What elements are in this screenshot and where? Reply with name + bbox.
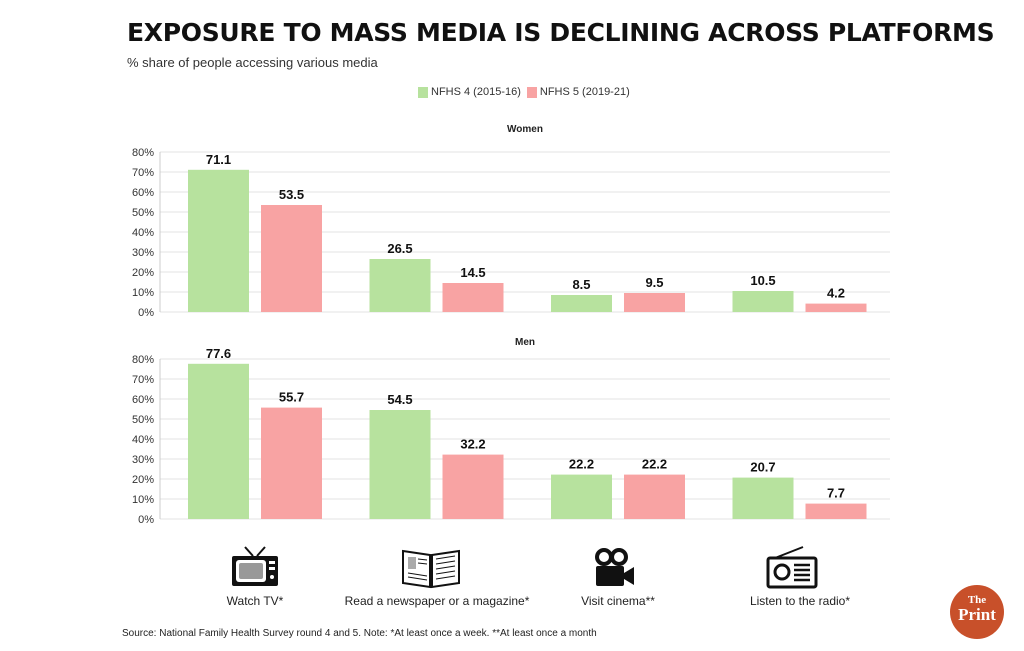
y-tick-label: 50% xyxy=(132,207,154,219)
bar-nfhs4 xyxy=(369,259,431,312)
data-label: 8.5 xyxy=(572,277,590,292)
y-tick-label: 80% xyxy=(132,147,154,159)
category-label: Listen to the radio* xyxy=(749,594,851,608)
y-tick-label: 0% xyxy=(138,514,154,526)
bar-nfhs5 xyxy=(261,205,322,312)
bar-nfhs4 xyxy=(732,291,794,312)
y-tick-label: 80% xyxy=(132,354,154,366)
panel-title: Women xyxy=(507,124,543,135)
legend-item-nfhs4: NFHS 4 (2015-16) xyxy=(418,86,521,98)
bar-nfhs4 xyxy=(732,477,794,519)
legend-item-nfhs5: NFHS 5 (2019-21) xyxy=(526,86,630,98)
data-label: 7.7 xyxy=(827,486,845,501)
source-note: Source: National Family Health Survey ro… xyxy=(122,628,597,639)
bar-nfhs5 xyxy=(805,503,867,519)
bar-nfhs4 xyxy=(551,474,612,519)
data-label: 71.1 xyxy=(206,152,231,167)
radio-icon xyxy=(766,546,818,589)
bar-nfhs4 xyxy=(188,363,249,519)
movie-camera-icon xyxy=(595,548,634,586)
y-tick-label: 10% xyxy=(132,494,154,506)
legend-label: NFHS 5 (2019-21) xyxy=(539,86,630,98)
bar-nfhs4 xyxy=(369,410,431,519)
legend: NFHS 4 (2015-16) NFHS 5 (2019-21) xyxy=(418,86,630,98)
data-label: 32.2 xyxy=(460,437,485,452)
y-tick-label: 20% xyxy=(132,267,154,279)
data-label: 20.7 xyxy=(750,460,775,475)
bar-nfhs5 xyxy=(624,293,685,312)
y-tick-label: 60% xyxy=(132,187,154,199)
bar-nfhs5 xyxy=(805,303,867,312)
data-label: 9.5 xyxy=(645,275,663,290)
newspaper-icon xyxy=(402,549,460,589)
legend-swatch xyxy=(526,86,537,98)
y-tick-label: 40% xyxy=(132,227,154,239)
data-label: 10.5 xyxy=(750,273,775,288)
data-label: 22.2 xyxy=(569,457,594,472)
y-tick-label: 20% xyxy=(132,474,154,486)
y-tick-label: 30% xyxy=(132,247,154,259)
data-label: 53.5 xyxy=(279,187,304,202)
legend-swatch xyxy=(418,86,428,98)
data-label: 54.5 xyxy=(387,392,412,407)
data-label: 77.6 xyxy=(206,346,231,361)
y-tick-label: 70% xyxy=(132,374,154,386)
y-tick-label: 0% xyxy=(138,307,154,319)
data-label: 55.7 xyxy=(279,390,304,405)
bar-nfhs4 xyxy=(551,295,612,312)
data-label: 4.2 xyxy=(827,286,845,301)
panel-title: Men xyxy=(515,337,535,348)
y-tick-label: 40% xyxy=(132,434,154,446)
y-tick-label: 70% xyxy=(132,167,154,179)
data-label: 22.2 xyxy=(642,457,667,472)
data-label: 26.5 xyxy=(387,241,412,256)
tv-icon xyxy=(232,546,278,586)
y-tick-label: 10% xyxy=(132,287,154,299)
chart-title: EXPOSURE TO MASS MEDIA IS DECLINING ACRO… xyxy=(127,18,995,47)
chart-subtitle: % share of people accessing various medi… xyxy=(127,55,378,70)
bar-nfhs4 xyxy=(188,169,249,312)
y-tick-label: 30% xyxy=(132,454,154,466)
y-tick-label: 50% xyxy=(132,414,154,426)
theprint-logo: The Print xyxy=(950,585,1004,639)
legend-label: NFHS 4 (2015-16) xyxy=(431,86,521,98)
bar-nfhs5 xyxy=(261,407,322,519)
bar-nfhs5 xyxy=(442,454,504,519)
y-tick-label: 60% xyxy=(132,394,154,406)
bar-nfhs5 xyxy=(624,474,685,519)
category-label: Read a newspaper or a magazine* xyxy=(344,594,530,608)
bar-nfhs5 xyxy=(442,283,504,312)
category-label: Visit cinema** xyxy=(581,594,655,608)
data-label: 14.5 xyxy=(460,265,485,280)
category-label: Watch TV* xyxy=(226,594,284,608)
